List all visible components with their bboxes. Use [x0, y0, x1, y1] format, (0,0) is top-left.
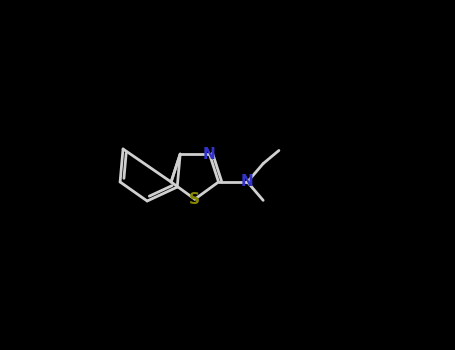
Text: N: N [241, 174, 254, 189]
Text: S: S [189, 192, 200, 207]
Text: N: N [203, 147, 216, 162]
